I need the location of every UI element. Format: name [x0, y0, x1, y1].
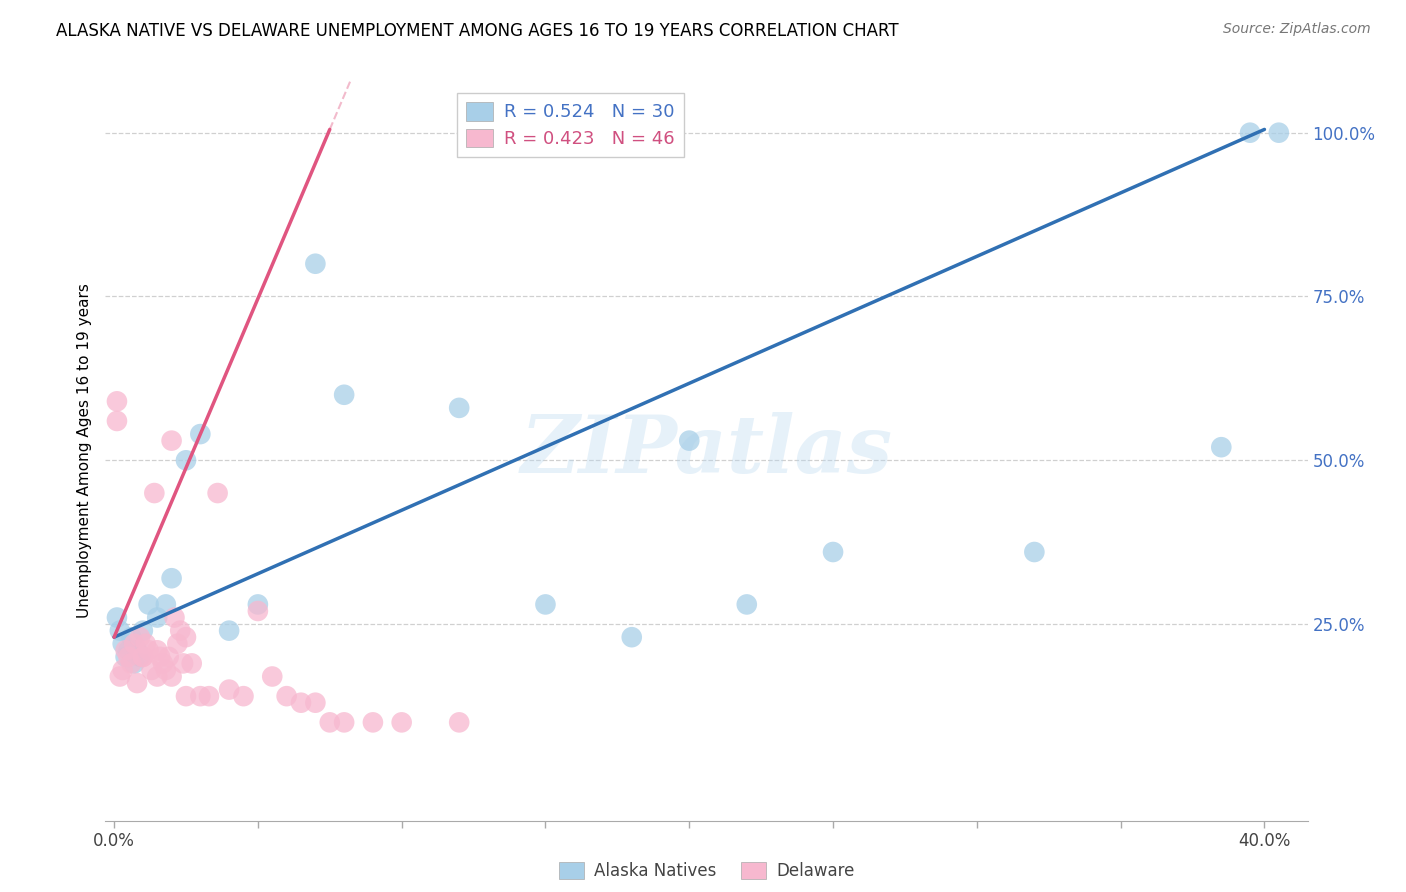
Point — [163, 610, 186, 624]
Point — [105, 394, 128, 409]
Point — [117, 649, 139, 664]
Point — [105, 610, 128, 624]
Y-axis label: Unemployment Among Ages 16 to 19 years: Unemployment Among Ages 16 to 19 years — [76, 283, 91, 618]
Point — [160, 669, 183, 683]
Point — [361, 715, 384, 730]
Point — [391, 715, 413, 730]
Point — [1024, 545, 1046, 559]
Point — [127, 676, 149, 690]
Point — [174, 453, 197, 467]
Point — [132, 624, 155, 638]
Point — [122, 657, 145, 671]
Point — [174, 630, 197, 644]
Point — [138, 598, 160, 612]
Point — [108, 669, 131, 683]
Point — [166, 637, 188, 651]
Point — [1239, 126, 1261, 140]
Point — [188, 689, 212, 703]
Point — [146, 643, 169, 657]
Point — [1268, 126, 1291, 140]
Point — [678, 434, 700, 448]
Point — [534, 598, 557, 612]
Text: ALASKA NATIVE VS DELAWARE UNEMPLOYMENT AMONG AGES 16 TO 19 YEARS CORRELATION CHA: ALASKA NATIVE VS DELAWARE UNEMPLOYMENT A… — [56, 22, 898, 40]
Point — [304, 257, 326, 271]
Point — [155, 598, 177, 612]
Point — [138, 643, 160, 657]
Point — [290, 696, 312, 710]
Point — [105, 414, 128, 428]
Point — [276, 689, 298, 703]
Point — [114, 649, 136, 664]
Point — [333, 388, 356, 402]
Point — [129, 630, 152, 644]
Point — [149, 649, 172, 664]
Point — [135, 637, 157, 651]
Point — [120, 657, 142, 671]
Point — [111, 663, 134, 677]
Point — [127, 643, 149, 657]
Point — [207, 486, 229, 500]
Point — [246, 604, 269, 618]
Point — [146, 610, 169, 624]
Point — [246, 598, 269, 612]
Text: Source: ZipAtlas.com: Source: ZipAtlas.com — [1223, 22, 1371, 37]
Text: ZIPatlas: ZIPatlas — [520, 412, 893, 489]
Point — [304, 696, 326, 710]
Point — [111, 637, 134, 651]
Point — [172, 657, 194, 671]
Point — [449, 715, 471, 730]
Point — [129, 649, 152, 664]
Point — [262, 669, 284, 683]
Point — [169, 624, 191, 638]
Point — [198, 689, 221, 703]
Point — [160, 571, 183, 585]
Point — [120, 630, 142, 644]
Legend: Alaska Natives, Delaware: Alaska Natives, Delaware — [553, 855, 860, 887]
Point — [1211, 440, 1233, 454]
Point — [188, 427, 212, 442]
Point — [132, 649, 155, 664]
Point — [735, 598, 758, 612]
Point — [174, 689, 197, 703]
Point — [152, 657, 174, 671]
Point — [620, 630, 643, 644]
Point — [155, 663, 177, 677]
Point — [122, 637, 145, 651]
Point — [114, 643, 136, 657]
Point — [823, 545, 845, 559]
Point — [333, 715, 356, 730]
Point — [232, 689, 254, 703]
Point — [218, 624, 240, 638]
Point — [132, 649, 155, 664]
Point — [180, 657, 202, 671]
Point — [218, 682, 240, 697]
Point — [449, 401, 471, 415]
Point — [319, 715, 342, 730]
Point — [146, 669, 169, 683]
Point — [143, 486, 166, 500]
Point — [141, 663, 163, 677]
Point — [117, 643, 139, 657]
Point — [157, 649, 180, 664]
Point — [160, 434, 183, 448]
Point — [108, 624, 131, 638]
